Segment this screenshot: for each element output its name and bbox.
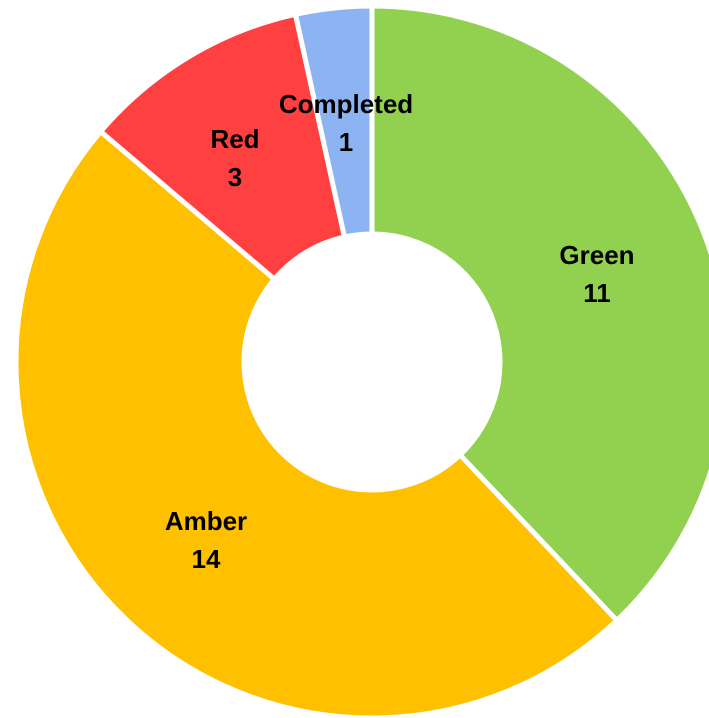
slice-value-green: 11 — [583, 278, 611, 308]
slice-value-amber: 14 — [192, 544, 221, 574]
slice-amber — [13, 128, 621, 718]
slice-label-green: Green — [559, 240, 634, 270]
slice-value-red: 3 — [228, 162, 242, 192]
slice-red — [97, 11, 348, 283]
slice-label-amber: Amber — [165, 506, 247, 536]
slice-green — [369, 3, 709, 624]
slice-completed — [292, 3, 375, 240]
slices-layer — [13, 3, 709, 718]
labels-layer: Green 11 Amber 14 Red 3 Completed 1 — [165, 89, 635, 574]
slice-label-completed: Completed — [279, 89, 413, 119]
slice-value-completed: 1 — [339, 127, 353, 157]
slice-label-red: Red — [210, 124, 259, 154]
